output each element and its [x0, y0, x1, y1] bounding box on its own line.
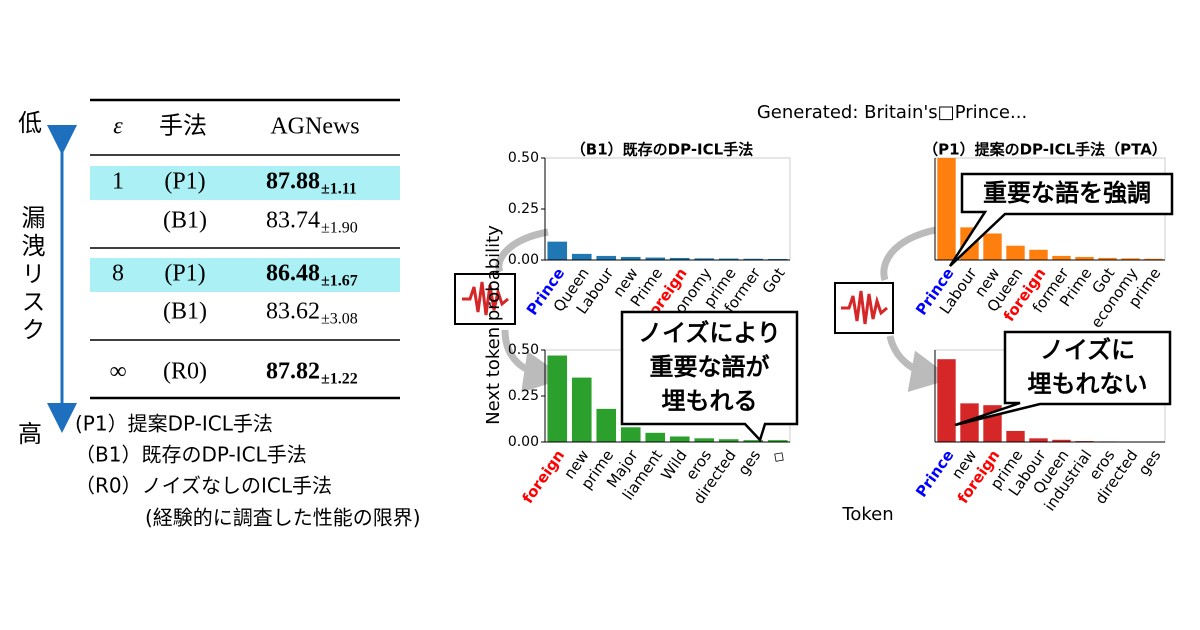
callout-text: ノイズにより: [638, 319, 781, 347]
method: (R0): [163, 359, 207, 385]
row-highlight: [90, 258, 400, 292]
method: (B1): [163, 208, 207, 234]
bar: [547, 355, 568, 442]
x-tick-label: ges: [734, 446, 764, 478]
bar: [1006, 245, 1025, 260]
bar: [1052, 255, 1071, 260]
bar: [937, 359, 956, 442]
score: 87.82: [266, 359, 320, 385]
bar: [743, 258, 764, 260]
x-tick-label: ◇: [767, 446, 789, 466]
y-tick-label: 0.50: [508, 150, 539, 166]
method: (P1): [164, 169, 205, 195]
callout-text: 埋もれる: [662, 387, 758, 415]
x-tick-label: Wild: [657, 447, 690, 484]
y-tick-label: 0.25: [508, 201, 539, 217]
bar: [645, 432, 666, 442]
bar: [983, 233, 1002, 260]
callout-text: 埋もれない: [1028, 370, 1148, 398]
bar: [596, 408, 617, 442]
bar: [620, 256, 641, 260]
plot-area: [544, 157, 791, 261]
bar: [694, 258, 715, 260]
table-header: 手法: [159, 113, 207, 140]
bar: [596, 255, 617, 260]
bar: [669, 257, 690, 260]
x-tick-label: Got: [759, 264, 789, 296]
bar: [547, 241, 568, 260]
flow-arrow: [495, 228, 549, 274]
table-header: AGNews: [270, 114, 359, 140]
flow-arrow: [880, 226, 936, 282]
bar: [718, 258, 739, 260]
bar: [937, 158, 956, 260]
bar: [1075, 256, 1094, 260]
row-highlight: [90, 166, 400, 200]
bar: [1029, 438, 1048, 442]
bar: [571, 253, 592, 260]
bar: [1121, 258, 1140, 260]
bar: [1098, 257, 1117, 260]
epsilon: 8: [112, 261, 124, 287]
method: (B1): [163, 299, 207, 325]
legend-note: (経験的に調査した性能の限界): [145, 506, 421, 530]
bar: [1029, 249, 1048, 260]
score: 83.74: [266, 208, 320, 234]
flow-arrow: [886, 335, 953, 393]
std: ±1.67: [321, 273, 358, 290]
std: ±1.11: [321, 181, 357, 198]
y-axis-label: Next token probability: [483, 225, 504, 425]
bar: [743, 440, 764, 442]
callout-text: 重要な語が: [650, 353, 770, 381]
noise-icon: [834, 282, 894, 334]
bar: [571, 377, 592, 442]
legend-note: (P1）提案DP-ICL手法: [75, 412, 273, 436]
callout-text: ノイズに: [1040, 336, 1135, 364]
table-header: ε: [113, 114, 123, 140]
bar: [1052, 439, 1071, 442]
y-tick-label: 0.25: [508, 388, 539, 404]
method: (P1): [164, 261, 205, 287]
legend-note: （B1）既存のDP-ICL手法: [75, 443, 307, 467]
risk-low: 低: [18, 109, 42, 137]
risk-label: 漏洩リスク: [17, 205, 45, 345]
bar: [1144, 258, 1163, 260]
callout-box: [954, 330, 1172, 427]
score: 83.62: [266, 299, 320, 325]
legend-note: （R0）ノイズなしのICL手法: [75, 474, 332, 498]
bar: [620, 427, 641, 442]
callout-box: [948, 172, 1174, 267]
bar: [669, 436, 690, 442]
callout-text: 重要な語を強調: [983, 179, 1151, 207]
x-tick-label: ges: [1134, 446, 1164, 478]
risk-high: 高: [18, 420, 42, 448]
y-tick-label: 0.00: [508, 252, 539, 268]
score: 87.88: [266, 169, 320, 195]
panel-title: （P1）提案のDP-ICL手法（PTA）: [923, 141, 1167, 159]
bar: [645, 257, 666, 260]
std: ±1.22: [321, 371, 358, 388]
bar: [694, 438, 715, 442]
std: ±1.90: [321, 220, 358, 237]
y-tick-label: 0.50: [508, 342, 539, 358]
bar: [767, 258, 788, 260]
generated: Generated: Britain's□Prince...: [757, 102, 1027, 123]
bar: [718, 439, 739, 442]
epsilon: ∞: [109, 359, 126, 385]
panel-title: （B1）既存のDP-ICL手法: [571, 141, 753, 159]
score: 86.48: [266, 261, 320, 287]
x-tick-label: foreign: [518, 447, 568, 507]
std: ±3.08: [321, 311, 358, 328]
epsilon: 1: [112, 169, 124, 195]
noise-icon: [454, 273, 516, 325]
flow-arrow: [501, 329, 566, 393]
bar: [1006, 430, 1025, 442]
bar: [767, 440, 788, 442]
x-axis-label: Token: [841, 504, 893, 525]
callout-box: [620, 310, 799, 443]
y-tick-label: 0.00: [508, 434, 539, 450]
